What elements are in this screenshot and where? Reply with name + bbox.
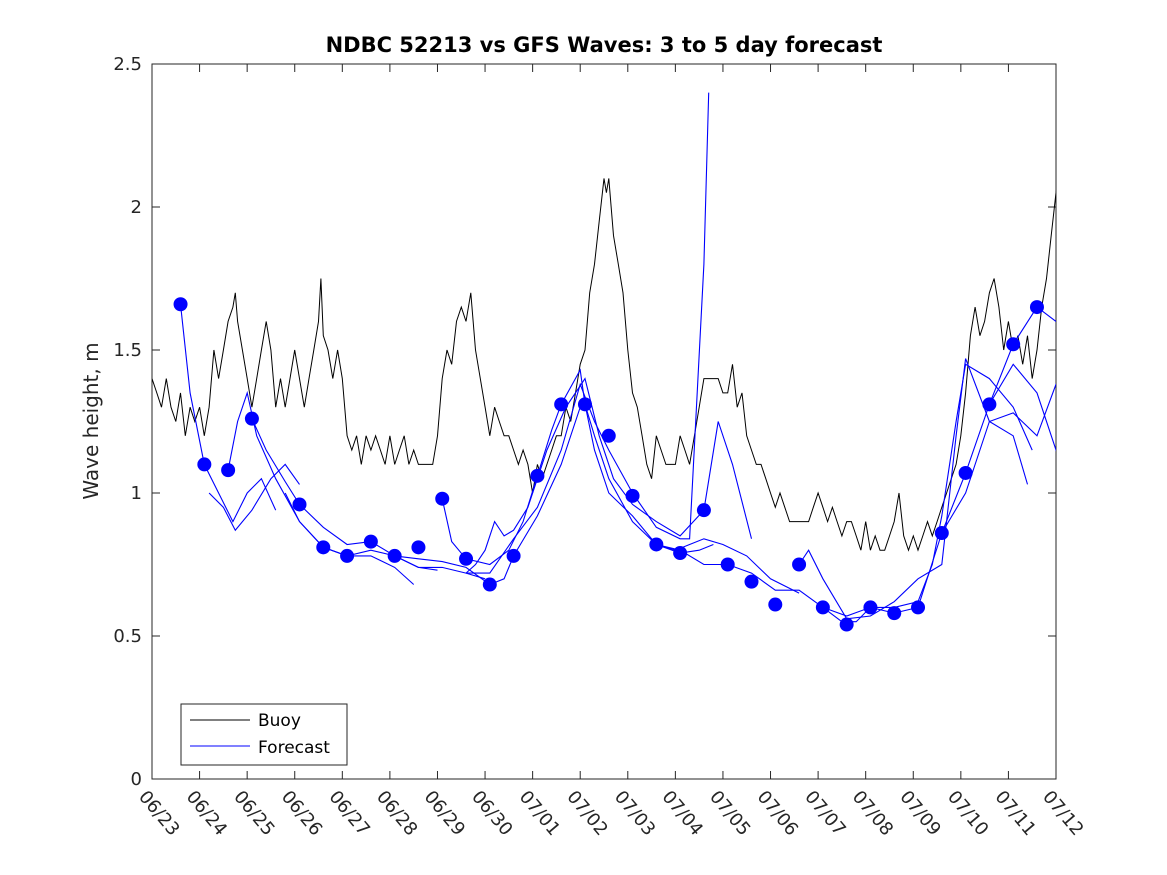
- forecast-marker: [221, 463, 236, 478]
- forecast-run-line: [466, 92, 710, 574]
- forecast-marker: [815, 600, 830, 615]
- y-tick-label: 1: [131, 483, 142, 504]
- forecast-marker: [197, 457, 212, 472]
- forecast-marker: [839, 617, 854, 632]
- chart-title: NDBC 52213 vs GFS Waves: 3 to 5 day fore…: [326, 33, 883, 57]
- buoy-series-line: [152, 178, 1056, 552]
- forecast-marker: [911, 600, 926, 615]
- forecast-marker: [625, 488, 640, 503]
- legend-buoy-label: Buoy: [258, 711, 301, 731]
- forecast-marker: [506, 548, 521, 563]
- y-axis-label: Wave height, m: [79, 342, 103, 499]
- forecast-marker: [934, 526, 949, 541]
- forecast-marker: [292, 497, 307, 512]
- forecast-marker: [363, 534, 378, 549]
- forecast-run-line: [251, 418, 486, 580]
- forecast-marker: [958, 465, 973, 480]
- y-tick-label: 0.5: [113, 626, 142, 647]
- forecast-marker: [459, 551, 474, 566]
- forecast-marker: [577, 397, 592, 412]
- forecast-marker: [1029, 300, 1044, 315]
- y-tick-label: 0: [131, 769, 142, 790]
- forecast-marker: [792, 557, 807, 572]
- forecast-marker: [673, 546, 688, 561]
- forecast-marker: [649, 537, 664, 552]
- forecast-marker: [863, 600, 878, 615]
- forecast-marker: [387, 548, 402, 563]
- forecast-marker: [482, 577, 497, 592]
- forecast-marker: [1006, 337, 1021, 352]
- forecast-marker: [887, 606, 902, 621]
- forecast-marker: [340, 548, 355, 563]
- forecast-marker: [435, 491, 450, 506]
- y-tick-label: 2.5: [113, 54, 142, 75]
- forecast-marker: [982, 397, 997, 412]
- forecast-marker: [411, 540, 426, 555]
- axes-frame: [151, 63, 1057, 780]
- forecast-run-line: [208, 463, 300, 532]
- forecast-marker: [173, 297, 188, 312]
- legend-box: [180, 703, 348, 766]
- forecast-run-line: [441, 368, 800, 594]
- legend: Buoy Forecast: [180, 703, 348, 766]
- legend-forecast-label: Forecast: [258, 738, 330, 758]
- forecast-marker: [601, 428, 616, 443]
- forecast-marker: [530, 468, 545, 483]
- forecast-marker: [768, 597, 783, 612]
- forecast-marker: [316, 540, 331, 555]
- forecast-marker: [696, 503, 711, 518]
- y-tick-label: 1.5: [113, 340, 142, 361]
- y-tick-label: 2: [131, 197, 142, 218]
- forecast-marker: [244, 411, 259, 426]
- forecast-marker: [720, 557, 735, 572]
- forecast-run-line: [941, 383, 1056, 534]
- forecast-run-line: [179, 304, 277, 523]
- forecast-marker: [554, 397, 569, 412]
- forecast-marker: [744, 574, 759, 589]
